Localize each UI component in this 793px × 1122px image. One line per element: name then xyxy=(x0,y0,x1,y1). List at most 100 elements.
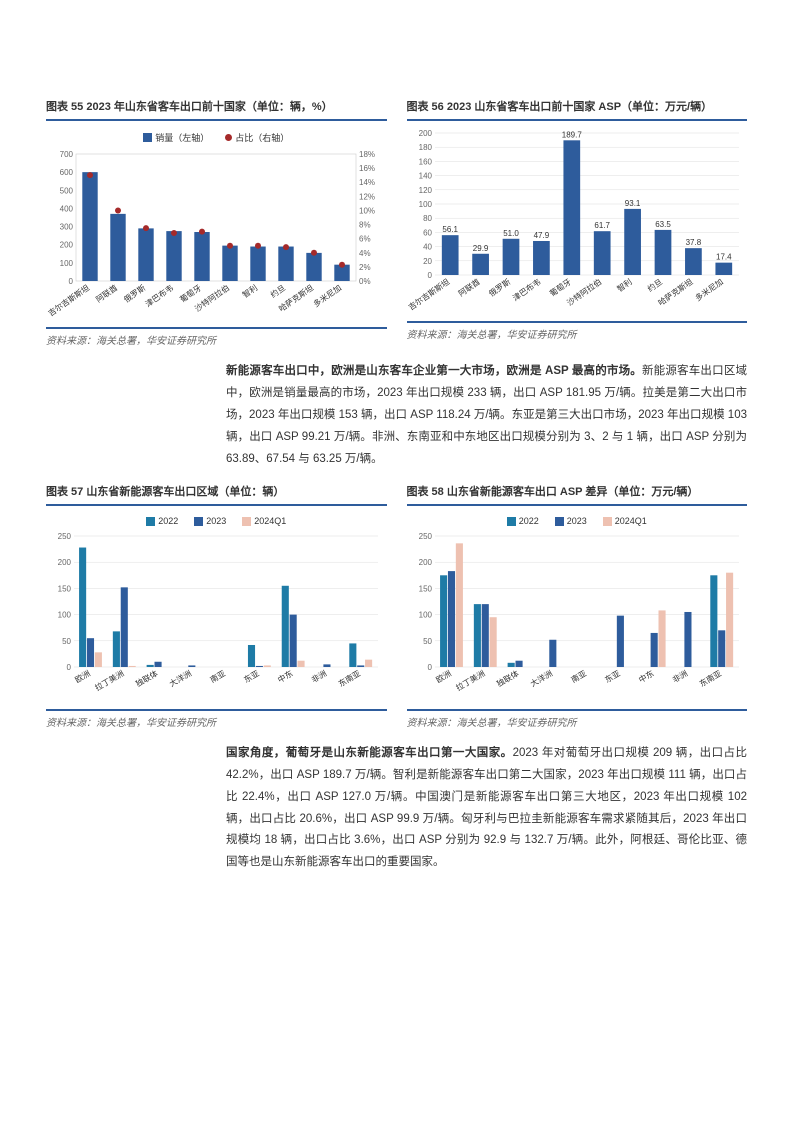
chart56: 02040608010012014016018020056.1吉尔吉斯斯坦29.… xyxy=(407,127,748,317)
svg-text:56.1: 56.1 xyxy=(442,226,458,235)
svg-text:阿联酋: 阿联酋 xyxy=(94,283,119,305)
legend-dot-label: 占比（右轴） xyxy=(235,131,289,144)
legend-bar-label: 销量（左轴） xyxy=(155,131,209,144)
chart58: 202220232024Q1 0 50 100 150 200 250 欧洲拉丁美洲独联体大… xyxy=(407,512,748,705)
paragraph-2: 国家角度，葡萄牙是山东新能源客车出口第一大国家。2023 年对葡萄牙出口规模 2… xyxy=(226,743,747,874)
svg-text:10%: 10% xyxy=(359,207,375,216)
chart58-title: 图表 58 山东省新能源客车出口 ASP 差异（单位：万元/辆） xyxy=(407,485,748,500)
svg-text:0%: 0% xyxy=(359,277,371,286)
svg-text:8%: 8% xyxy=(359,221,371,230)
para2-rest: 2023 年对葡萄牙出口规模 209 辆，出口占比 42.2%，出口 ASP 1… xyxy=(226,747,747,868)
chart57-source: 资料来源：海关总署，华安证券研究所 xyxy=(46,709,387,729)
svg-text:150: 150 xyxy=(418,584,432,593)
para1-rest: 新能源客车出口区域中，欧洲是销量最高的市场，2023 年出口规模 233 辆，出… xyxy=(226,365,747,464)
svg-text:51.0: 51.0 xyxy=(503,229,519,238)
svg-text:拉丁美洲: 拉丁美洲 xyxy=(93,668,126,693)
svg-text:14%: 14% xyxy=(359,179,375,188)
svg-text:0: 0 xyxy=(427,663,432,672)
svg-text:非洲: 非洲 xyxy=(670,668,689,685)
svg-text:中东: 中东 xyxy=(636,668,655,685)
svg-text:南亚: 南亚 xyxy=(208,668,227,685)
chart56-source: 资料来源：海关总署，华安证券研究所 xyxy=(407,321,748,341)
svg-text:17.4: 17.4 xyxy=(716,253,732,262)
svg-text:93.1: 93.1 xyxy=(624,199,640,208)
svg-text:东亚: 东亚 xyxy=(242,668,261,685)
svg-text:600: 600 xyxy=(60,169,74,178)
svg-text:40: 40 xyxy=(423,243,432,252)
svg-text:大洋洲: 大洋洲 xyxy=(167,668,193,689)
title-divider xyxy=(46,504,387,506)
svg-text:300: 300 xyxy=(60,223,74,232)
svg-text:100: 100 xyxy=(60,259,74,268)
chart56-svg: 02040608010012014016018020056.1吉尔吉斯斯坦29.… xyxy=(407,127,747,317)
svg-text:250: 250 xyxy=(58,532,72,541)
svg-text:12%: 12% xyxy=(359,193,375,202)
svg-text:150: 150 xyxy=(58,584,72,593)
svg-text:60: 60 xyxy=(423,229,432,238)
svg-text:200: 200 xyxy=(58,558,72,567)
svg-text:189.7: 189.7 xyxy=(561,131,582,140)
svg-text:100: 100 xyxy=(418,200,432,209)
title-divider xyxy=(407,504,748,506)
title-divider xyxy=(407,119,748,121)
svg-text:200: 200 xyxy=(418,558,432,567)
svg-text:200: 200 xyxy=(418,129,432,138)
svg-text:非洲: 非洲 xyxy=(309,668,328,685)
chart58-legend: 202220232024Q1 xyxy=(407,512,748,530)
svg-text:140: 140 xyxy=(418,172,432,181)
svg-text:多米尼加: 多米尼加 xyxy=(311,283,343,310)
svg-text:哈萨克斯坦: 哈萨克斯坦 xyxy=(656,277,695,308)
svg-text:50: 50 xyxy=(423,637,432,646)
chart55-source: 资料来源：海关总署，华安证券研究所 xyxy=(46,327,387,347)
chart55-legend: 销量（左轴） 占比（右轴） xyxy=(46,127,387,148)
svg-text:拉丁美洲: 拉丁美洲 xyxy=(453,668,486,693)
para2-bold: 国家角度，葡萄牙是山东新能源客车出口第一大国家。 xyxy=(226,747,513,759)
svg-text:160: 160 xyxy=(418,158,432,167)
svg-text:津巴布韦: 津巴布韦 xyxy=(510,277,542,304)
svg-text:200: 200 xyxy=(60,241,74,250)
svg-text:吉尔吉斯斯坦: 吉尔吉斯斯坦 xyxy=(407,277,451,313)
svg-text:20: 20 xyxy=(423,257,432,266)
svg-text:阿联酋: 阿联酋 xyxy=(456,277,481,299)
chart58-svg: 050100150200250欧洲拉丁美洲独联体大洋洲南亚东亚中东非洲东南亚 xyxy=(407,530,747,705)
svg-text:独联体: 独联体 xyxy=(494,668,520,689)
svg-text:120: 120 xyxy=(418,186,432,195)
chart57: 202220232024Q1 050100150200250欧洲拉丁美洲独联体大… xyxy=(46,512,387,705)
svg-text:南亚: 南亚 xyxy=(569,668,588,685)
svg-text:智利: 智利 xyxy=(614,277,633,294)
svg-text:俄罗斯: 俄罗斯 xyxy=(486,277,511,299)
para1-bold: 新能源客车出口中，欧洲是山东客车企业第一大市场，欧洲是 ASP 最高的市场。 xyxy=(226,365,642,377)
svg-text:东亚: 东亚 xyxy=(602,668,621,685)
svg-text:欧洲: 欧洲 xyxy=(434,668,453,685)
title-divider xyxy=(46,119,387,121)
svg-text:欧洲: 欧洲 xyxy=(73,668,92,685)
svg-text:63.5: 63.5 xyxy=(655,220,671,229)
svg-text:约旦: 约旦 xyxy=(645,277,664,294)
svg-text:500: 500 xyxy=(60,187,74,196)
svg-text:6%: 6% xyxy=(359,235,371,244)
svg-text:2%: 2% xyxy=(359,263,371,272)
svg-text:0: 0 xyxy=(427,271,432,280)
svg-text:独联体: 独联体 xyxy=(134,668,160,689)
svg-text:约旦: 约旦 xyxy=(268,283,287,300)
svg-text:沙特阿拉伯: 沙特阿拉伯 xyxy=(564,277,603,308)
svg-text:葡萄牙: 葡萄牙 xyxy=(547,277,572,299)
legend-dot-swatch xyxy=(225,134,232,141)
svg-text:61.7: 61.7 xyxy=(594,222,610,231)
svg-text:多米尼加: 多米尼加 xyxy=(692,277,724,304)
svg-text:大洋洲: 大洋洲 xyxy=(528,668,554,689)
svg-text:东南亚: 东南亚 xyxy=(336,668,362,689)
chart57-title: 图表 57 山东省新能源客车出口区域（单位：辆） xyxy=(46,485,387,500)
svg-text:250: 250 xyxy=(418,532,432,541)
chart55: 销量（左轴） 占比（右轴） 01002003004005006007000%2%… xyxy=(46,127,387,323)
svg-text:100: 100 xyxy=(418,611,432,620)
svg-text:400: 400 xyxy=(60,205,74,214)
svg-text:16%: 16% xyxy=(359,165,375,174)
svg-text:700: 700 xyxy=(60,150,74,159)
svg-text:智利: 智利 xyxy=(240,283,259,300)
chart57-svg: 050100150200250欧洲拉丁美洲独联体大洋洲南亚东亚中东非洲东南亚 xyxy=(46,530,386,705)
chart56-title: 图表 56 2023 山东省客车出口前十国家 ASP（单位：万元/辆） xyxy=(407,100,748,115)
svg-text:180: 180 xyxy=(418,144,432,153)
chart58-source: 资料来源：海关总署，华安证券研究所 xyxy=(407,709,748,729)
legend-bar-swatch xyxy=(143,133,152,142)
